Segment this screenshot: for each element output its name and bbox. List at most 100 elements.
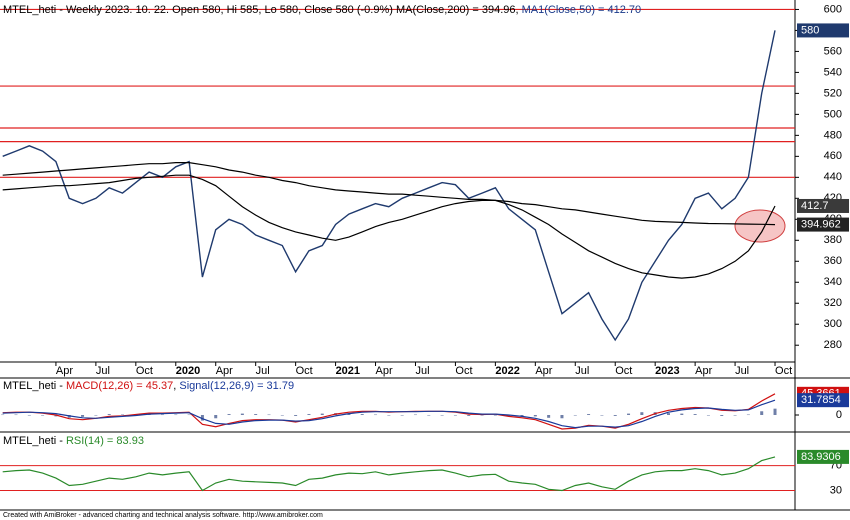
y-tick-label: 560 <box>824 45 842 57</box>
histogram-bar <box>720 415 724 416</box>
histogram-bar <box>453 415 457 416</box>
y-tick-label: 280 <box>824 339 842 351</box>
histogram-bar <box>360 414 364 415</box>
y-tick-label: 540 <box>824 66 842 78</box>
histogram-bar <box>400 415 404 416</box>
title-part: MACD(12,26) = 45.37 <box>66 380 173 392</box>
histogram-bar <box>413 414 417 416</box>
histogram-bar <box>267 414 271 416</box>
histogram-bar <box>280 415 284 416</box>
histogram-bar <box>600 415 604 416</box>
y-tick-label: 360 <box>824 255 842 267</box>
title-part: RSI(14) = 83.93 <box>66 435 144 447</box>
histogram-bar <box>706 415 710 416</box>
y-tick-label: 500 <box>824 108 842 120</box>
histogram-bar <box>746 414 750 416</box>
y-tick-label: 600 <box>824 3 842 15</box>
histogram-bar <box>187 414 191 416</box>
title-part: MTEL_heti - <box>3 435 66 447</box>
histogram-bar <box>214 415 218 419</box>
highlight-ellipse <box>734 209 786 243</box>
y-tick-label: 300 <box>824 318 842 330</box>
title-part: MA1(Close,50) = 412.70 <box>522 4 642 16</box>
value-badge-label: 83.9306 <box>801 451 841 463</box>
x-tick-label: Oct <box>455 365 472 377</box>
value-badge <box>797 23 849 38</box>
value-badge-label: 394.962 <box>801 218 841 230</box>
value-badge <box>797 449 849 464</box>
indicator-line <box>2 456 776 492</box>
x-tick-label: Jul <box>735 365 749 377</box>
x-tick-label: 2020 <box>176 365 200 377</box>
x-tick-label: Apr <box>56 365 73 377</box>
histogram-bar <box>627 413 631 415</box>
x-tick-label: Jul <box>256 365 270 377</box>
histogram-bar <box>121 414 125 416</box>
x-tick-label: 2022 <box>495 365 519 377</box>
indicator-line <box>2 174 776 279</box>
value-badge-label: 580 <box>801 24 819 36</box>
panel-title: MTEL_heti - RSI(14) = 83.93 <box>3 435 144 447</box>
histogram-bar <box>160 414 164 416</box>
value-badge-label: 31.7854 <box>801 394 841 406</box>
histogram-bar <box>240 413 244 415</box>
histogram-bar <box>773 408 777 415</box>
histogram-bar <box>307 414 311 415</box>
histogram-bar <box>254 414 258 415</box>
y-tick-label: 30 <box>830 484 842 496</box>
histogram-bar <box>573 415 577 416</box>
histogram-bar <box>640 412 644 415</box>
title-part: MTEL_heti - <box>3 380 66 392</box>
panel-title: MTEL_heti - Weekly 2023. 10. 22. Open 58… <box>3 4 641 16</box>
histogram-bar <box>587 414 591 415</box>
indicator-line <box>2 399 776 429</box>
histogram-bar <box>14 414 18 416</box>
indicator-line <box>2 162 776 226</box>
histogram-bar <box>493 415 497 416</box>
histogram-bar <box>54 415 58 417</box>
histogram-bar <box>613 415 617 416</box>
histogram-bar <box>520 415 524 417</box>
footer: Created with AmiBroker - advanced charti… <box>3 512 323 519</box>
histogram-bar <box>507 415 511 417</box>
histogram-bar <box>94 415 98 416</box>
x-tick-label: Apr <box>376 365 393 377</box>
panel-title: MTEL_heti - MACD(12,26) = 45.37, Signal(… <box>3 380 294 392</box>
y-tick-label: 320 <box>824 297 842 309</box>
title-part: , <box>173 380 179 392</box>
title-part: MTEL_heti - Weekly 2023. 10. 22. Open 58… <box>3 4 522 16</box>
x-tick-label: Jul <box>575 365 589 377</box>
x-tick-label: Apr <box>535 365 552 377</box>
x-tick-label: Apr <box>216 365 233 377</box>
histogram-bar <box>174 414 178 416</box>
x-tick-label: Oct <box>615 365 632 377</box>
y-tick-label: 380 <box>824 234 842 246</box>
histogram-bar <box>294 415 298 416</box>
x-tick-label: 2021 <box>336 365 360 377</box>
x-tick-label: Apr <box>695 365 712 377</box>
y-tick-label: 520 <box>824 87 842 99</box>
title-part: Signal(12,26,9) = 31.79 <box>179 380 294 392</box>
histogram-bar <box>107 414 111 415</box>
histogram-bar <box>480 415 484 416</box>
histogram-bar <box>680 413 684 415</box>
y-tick-label: 480 <box>824 129 842 141</box>
x-tick-label: Oct <box>136 365 153 377</box>
histogram-bar <box>347 413 351 415</box>
histogram-bar <box>200 415 204 421</box>
histogram-bar <box>547 415 551 418</box>
x-tick-label: Jul <box>415 365 429 377</box>
histogram-bar <box>227 414 231 415</box>
histogram-bar <box>560 415 564 419</box>
value-badge-label: 412.7 <box>801 200 829 212</box>
histogram-bar <box>320 413 324 415</box>
histogram-bar <box>693 414 697 415</box>
y-tick-label: 440 <box>824 171 842 183</box>
histogram-bar <box>533 415 537 417</box>
y-tick-label: 460 <box>824 150 842 162</box>
histogram-bar <box>27 415 31 416</box>
value-badge <box>797 393 849 408</box>
x-tick-label: 2023 <box>655 365 679 377</box>
